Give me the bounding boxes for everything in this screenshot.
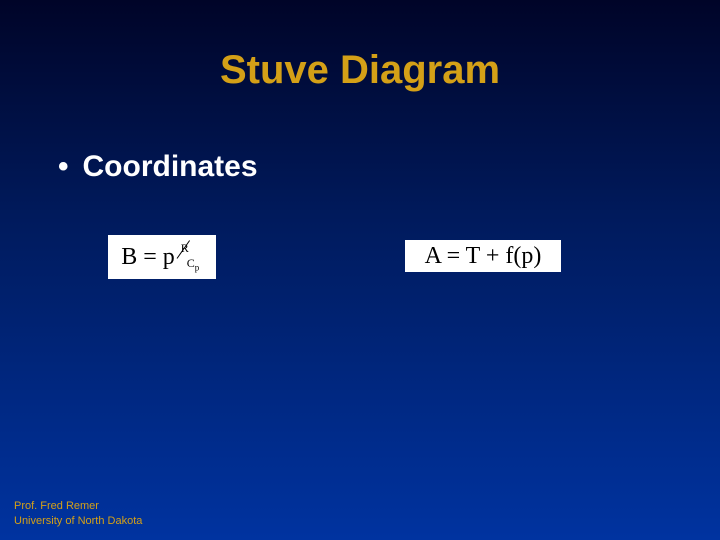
footer-line1: Prof. Fred Remer: [14, 499, 142, 513]
footer-line2: University of North Dakota: [14, 514, 142, 528]
exponent-denominator: Cp: [187, 257, 200, 272]
slide: Stuve Diagram • Coordinates B = p R Cp A…: [0, 0, 720, 540]
formula-b-base: B = p: [121, 245, 175, 269]
footer-attribution: Prof. Fred Remer University of North Dak…: [14, 499, 142, 528]
bullet-coordinates: • Coordinates: [58, 150, 258, 184]
formula-a-text: A = T + f(p): [425, 243, 542, 270]
bullet-marker: •: [58, 150, 69, 184]
formula-a-equation: A = T + f(p): [405, 240, 561, 272]
formula-b-equation: B = p R Cp: [108, 235, 216, 279]
slide-title: Stuve Diagram: [0, 48, 720, 93]
formula-b-exponent: R Cp: [175, 244, 203, 270]
bullet-text: Coordinates: [83, 150, 258, 184]
